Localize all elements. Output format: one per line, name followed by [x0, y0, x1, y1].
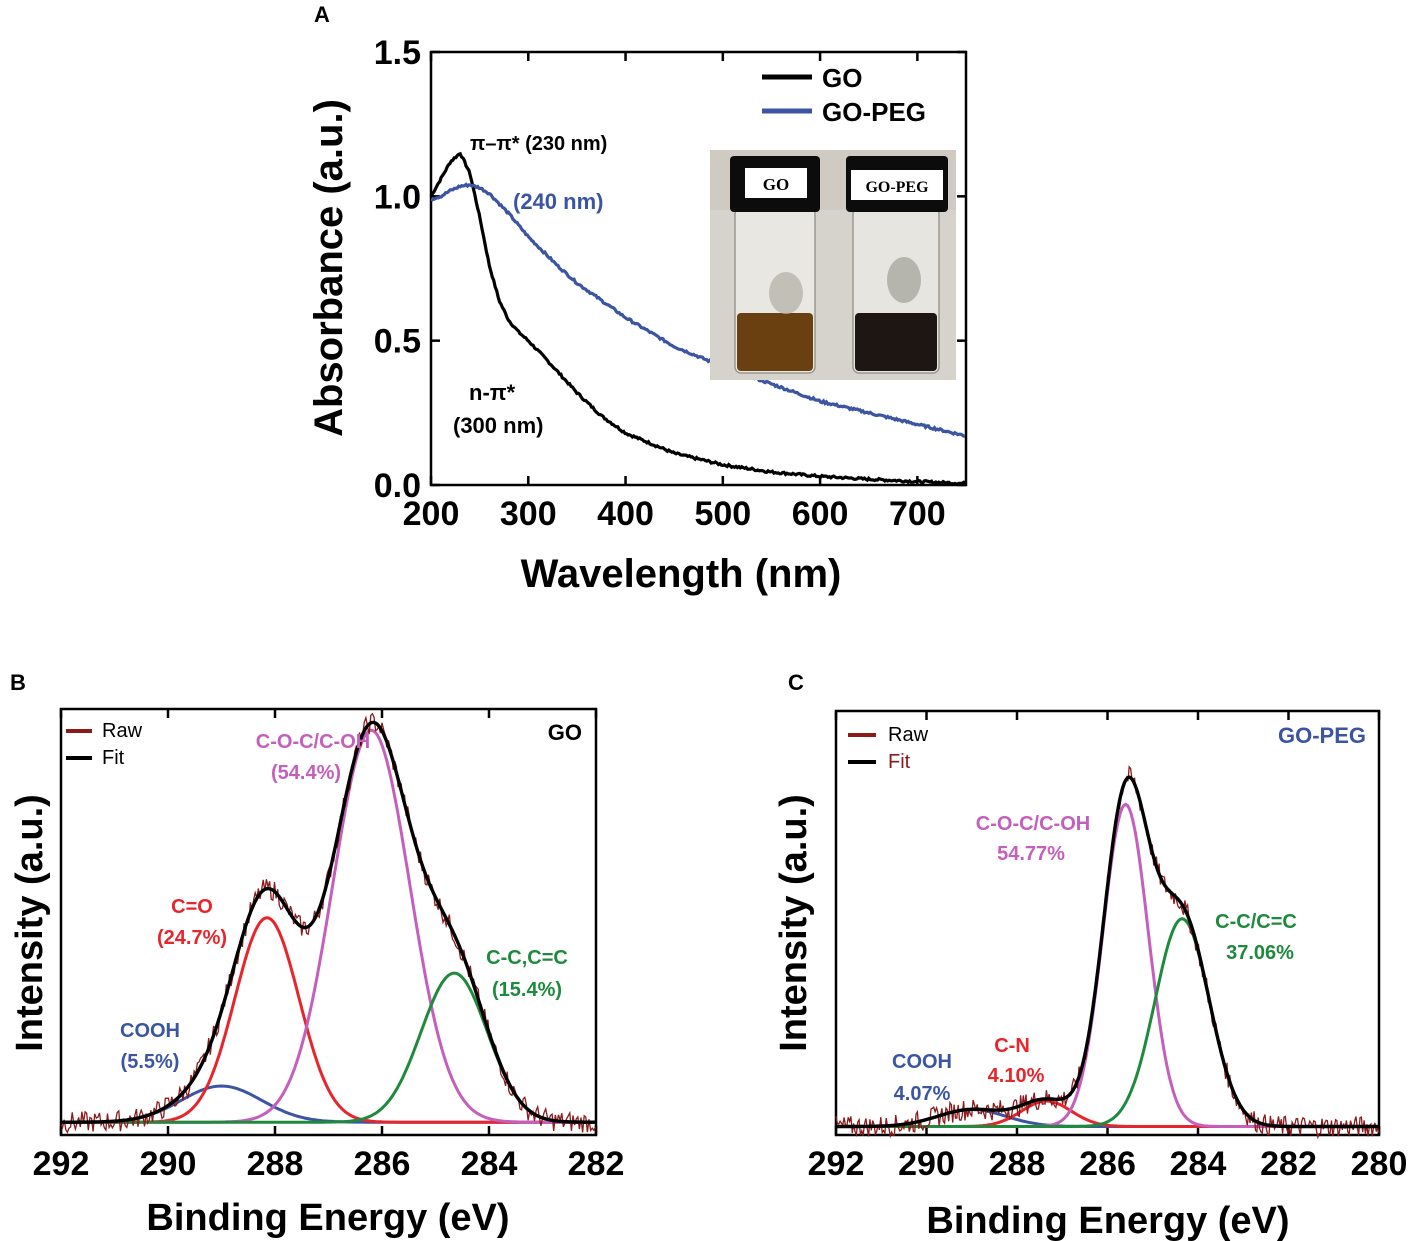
- panel-b-plot-area: 292 290 288 286 284 282: [33, 707, 625, 1183]
- panel-a-y-tick-label: 1.5: [374, 34, 421, 72]
- panel-b: B 292 290 288 286 284 282 Raw Fit GO C-O-C/C-…: [9, 670, 624, 1239]
- panel-c-x-tick-label: 282: [1260, 1145, 1317, 1183]
- panel-b-legend: Raw Fit: [66, 720, 143, 769]
- panel-label-b: B: [10, 670, 26, 695]
- annotation-coc-coh: C-O-C/C-OH: [256, 731, 370, 753]
- annotation-n-pi: n-π*: [469, 380, 516, 405]
- panel-a-x-tick-label: 700: [889, 495, 946, 533]
- panel-c-x-tick-label: 284: [1170, 1145, 1227, 1183]
- annotation-c-n-percent: 4.10%: [988, 1065, 1045, 1087]
- annotation-cooh: COOH: [120, 1020, 180, 1042]
- panel-a-x-tick-label: 400: [597, 495, 654, 533]
- annotation-cooh: COOH: [892, 1051, 952, 1073]
- annotation-coc-coh: C-O-C/C-OH: [976, 813, 1090, 835]
- panel-c-plot-area: 292 290 288 286 284 282 280: [808, 709, 1408, 1183]
- panel-a-y-tick-label: 0.0: [374, 467, 421, 505]
- vial-go: GO: [730, 156, 820, 374]
- annotation-240nm: (240 nm): [513, 189, 603, 214]
- annotation-coc-coh-percent: (54.4%): [271, 762, 341, 784]
- annotation-c-o: C=O: [171, 896, 213, 918]
- panel-b-x-tick-label: 282: [568, 1145, 625, 1183]
- x-axis-label-a: Wavelength (nm): [521, 552, 842, 596]
- panel-b-x-tick-label: 286: [354, 1145, 411, 1183]
- annotation-cc: C-C/C=C: [1215, 911, 1297, 933]
- annotation-cooh-percent: (5.5%): [121, 1051, 180, 1073]
- annotation-cc-percent: 37.06%: [1226, 942, 1294, 964]
- series-go-line: [429, 151, 967, 486]
- fit-spectrum: [836, 775, 1379, 1129]
- panel-b-x-tick-label: 292: [33, 1145, 90, 1183]
- panel-a-legend: GO GO-PEG: [762, 63, 926, 127]
- component-c-o-c-c-oh: [836, 802, 1378, 1128]
- panel-c-x-tick-label: 286: [1079, 1145, 1136, 1183]
- panel-a-plot-area: 200 300 400 500 600 700 0.0 0.5 1.0 1.5: [374, 34, 968, 533]
- vial-go-label: GO: [763, 175, 789, 194]
- legend-raw-label: Raw: [888, 724, 929, 746]
- panel-a-x-tick-label: 200: [403, 495, 460, 533]
- annotation-cc-percent: (15.4%): [492, 979, 562, 1001]
- panel-a-y-tick-label: 0.5: [374, 323, 421, 361]
- legend-fit-label: Fit: [102, 747, 125, 769]
- annotation-300nm: (300 nm): [453, 413, 543, 438]
- vial-go-peg-liquid: [855, 313, 937, 371]
- panel-a: A 200 300 400 500 600 700 0.0 0.5 1.0 1.5 GO: [307, 2, 968, 596]
- annotation-cooh-percent: 4.07%: [894, 1083, 951, 1105]
- sample-label-go: GO: [548, 720, 582, 745]
- vial-go-liquid: [737, 313, 813, 371]
- panel-b-x-tick-label: 288: [247, 1145, 304, 1183]
- x-axis-label-b: Binding Energy (eV): [146, 1197, 509, 1239]
- panel-a-y-tick-label: 1.0: [374, 178, 421, 216]
- fit-spectrum: [61, 720, 596, 1124]
- y-axis-label-a: Absorbance (a.u.): [307, 99, 351, 437]
- panel-b-x-tick-label: 290: [140, 1145, 197, 1183]
- legend-fit-label: Fit: [888, 751, 911, 773]
- annotation-c-n: C-N: [994, 1035, 1030, 1057]
- panel-a-frame: [429, 50, 968, 487]
- panel-label-c: C: [788, 670, 804, 695]
- panel-b-frame: [59, 707, 598, 1137]
- panel-c-x-tick-label: 292: [808, 1145, 865, 1183]
- legend-raw-label: Raw: [102, 720, 143, 742]
- panel-c-legend: Raw Fit: [848, 724, 929, 773]
- vial-go-peg: GO-PEG: [846, 156, 948, 374]
- sample-label-go-peg: GO-PEG: [1278, 723, 1366, 748]
- panel-a-x-tick-label: 300: [500, 495, 557, 533]
- y-axis-label-c: Intensity (a.u.): [773, 794, 815, 1052]
- annotation-cc: C-C,C=C: [486, 947, 568, 969]
- vial-go-peg-label: GO-PEG: [865, 179, 929, 196]
- legend-go-label: GO: [822, 63, 862, 93]
- series-go-peg-line: [430, 182, 966, 438]
- y-axis-label-b: Intensity (a.u.): [9, 794, 51, 1052]
- x-axis-label-c: Binding Energy (eV): [926, 1200, 1289, 1241]
- panel-a-x-tick-label: 600: [792, 495, 849, 533]
- annotation-c-o-percent: (24.7%): [157, 927, 227, 949]
- annotation-pi-pi: π–π* (230 nm): [470, 133, 607, 155]
- panel-c: C 292 290 288 286 284 282 280 Raw Fit GO-PEG C…: [773, 670, 1407, 1241]
- raw-spectrum: [835, 765, 1380, 1140]
- vial-photo-inset: GO GO-PEG: [710, 150, 956, 380]
- legend-go-peg-label: GO-PEG: [822, 97, 926, 127]
- panel-c-x-tick-label: 280: [1351, 1145, 1408, 1183]
- annotation-coc-coh-percent: 54.77%: [997, 843, 1065, 865]
- panel-c-x-tick-label: 288: [989, 1145, 1046, 1183]
- panel-c-x-tick-label: 290: [898, 1145, 955, 1183]
- panel-a-x-tick-label: 500: [694, 495, 751, 533]
- panel-label-a: A: [314, 2, 330, 27]
- panel-b-x-tick-label: 284: [461, 1145, 518, 1183]
